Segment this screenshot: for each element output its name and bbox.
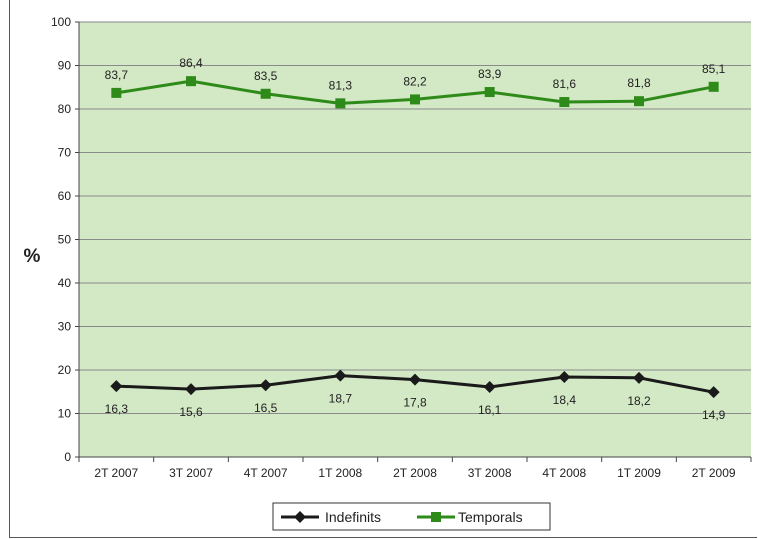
data-label-temporals: 86,4 (179, 56, 203, 70)
legend-label-temporals: Temporals (458, 509, 523, 525)
x-tick-label: 2T 2007 (94, 466, 138, 480)
y-tick-label: 20 (58, 363, 72, 377)
point-temporals (260, 88, 271, 99)
y-tick-label: 10 (58, 407, 72, 421)
data-label-temporals: 83,7 (105, 68, 129, 82)
x-tick-label: 3T 2008 (468, 466, 512, 480)
chart-frame (9, 0, 757, 538)
point-indefinits (334, 369, 347, 382)
legend-marker-temporals (431, 512, 441, 522)
legend-marker-indefinits (294, 511, 306, 523)
x-tick-label: 4T 2008 (542, 466, 586, 480)
point-indefinits (483, 380, 496, 393)
point-indefinits (633, 371, 645, 384)
data-label-temporals: 82,2 (403, 74, 427, 88)
y-tick-label: 40 (58, 276, 72, 290)
x-tick-label: 1T 2009 (617, 466, 661, 480)
data-labels: 16,3 15,6 16,5 18,7 17,8 16,1 18,4 18,2 14,9 83,7… (105, 56, 726, 422)
point-temporals (410, 94, 420, 105)
x-tick-label: 2T 2008 (393, 466, 437, 480)
data-label-temporals: 81,3 (329, 78, 353, 92)
y-tick-label: 70 (58, 146, 72, 160)
point-indefinits (558, 370, 571, 383)
legend-label-indefinits: Indefinits (325, 509, 381, 525)
point-temporals (111, 87, 122, 98)
data-label-indefinits: 18,4 (553, 393, 577, 407)
y-tick-label: 90 (58, 59, 72, 73)
y-tick-label: 60 (58, 189, 72, 203)
data-label-temporals: 81,6 (553, 77, 577, 91)
x-tick-label: 4T 2007 (244, 466, 288, 480)
point-indefinits (185, 383, 197, 396)
data-label-temporals: 85,1 (702, 62, 726, 76)
y-tick-label: 0 (64, 450, 71, 464)
data-label-temporals: 83,9 (478, 67, 502, 81)
x-tick-label: 1T 2008 (318, 466, 362, 480)
x-tick-label: 2T 2009 (692, 466, 736, 480)
data-label-temporals: 81,8 (627, 76, 651, 90)
point-temporals (559, 97, 570, 108)
data-label-indefinits: 16,1 (478, 403, 502, 417)
data-label-indefinits: 18,2 (627, 394, 651, 408)
gridlines (79, 21, 751, 414)
data-label-indefinits: 14,9 (702, 408, 726, 422)
point-temporals (634, 96, 644, 107)
y-axis-label: % (24, 246, 41, 267)
y-tick-label: 100 (51, 15, 71, 29)
data-label-indefinits: 18,7 (329, 392, 353, 406)
point-indefinits (259, 379, 272, 392)
data-label-indefinits: 16,5 (254, 401, 278, 415)
legend: Indefinits Temporals (272, 502, 551, 531)
y-tick-label: 50 (58, 233, 72, 247)
axes: 0 10 20 30 40 50 60 70 80 90 100 2T 2007 3T 2007 4T 2… (51, 15, 752, 480)
data-label-temporals: 83,5 (254, 69, 278, 83)
point-temporals (484, 87, 495, 98)
y-tick-label: 80 (58, 102, 72, 116)
point-indefinits (110, 380, 123, 393)
point-indefinits (707, 386, 720, 399)
series-group (110, 76, 720, 399)
legend-box (272, 502, 551, 531)
data-label-indefinits: 17,8 (403, 396, 427, 410)
point-temporals (708, 81, 719, 92)
point-temporals (186, 76, 196, 87)
y-tick-label: 30 (58, 320, 72, 334)
point-indefinits (409, 373, 421, 386)
point-temporals (335, 98, 346, 109)
x-tick-label: 3T 2007 (169, 466, 213, 480)
data-label-indefinits: 16,3 (105, 402, 129, 416)
data-label-indefinits: 15,6 (179, 405, 203, 419)
